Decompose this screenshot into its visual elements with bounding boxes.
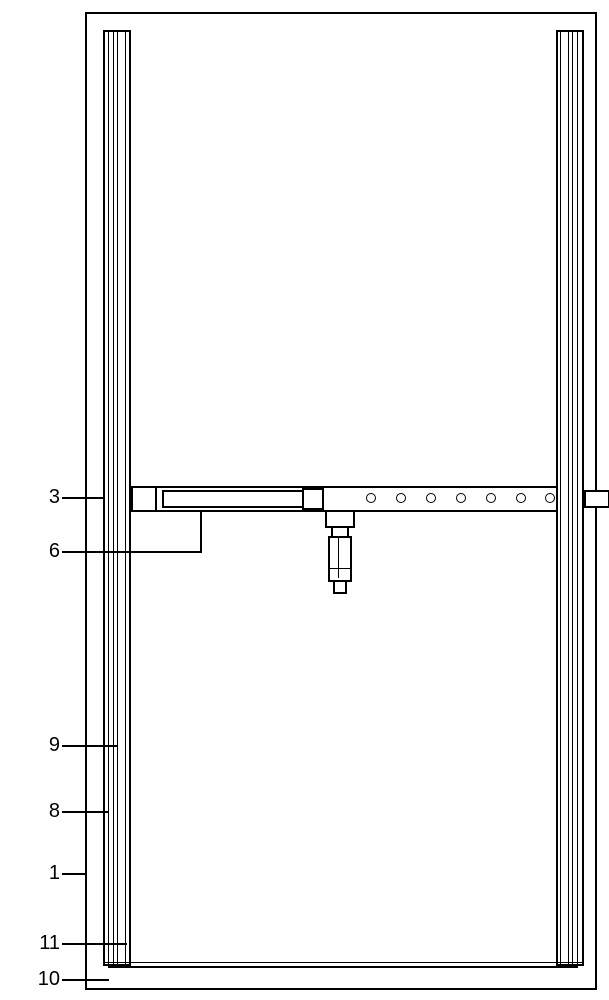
right-rail-line-4 [577, 30, 578, 966]
crossbar-hole [545, 493, 555, 503]
crossbar-hole [426, 493, 436, 503]
crossbar-left-block [131, 486, 157, 512]
callout-11-label: 11 [22, 932, 60, 955]
callout-text: 9 [49, 734, 60, 756]
callout-9-label: 9 [30, 734, 60, 757]
crossbar-inner-segment-end [302, 488, 324, 510]
callout-11-leader [62, 943, 127, 945]
callout-3-leader [62, 497, 104, 499]
left-rail-line-4 [125, 30, 126, 966]
left-rail-line-2 [113, 30, 114, 966]
hanger-body-hline [328, 568, 350, 569]
callout-text: 1 [49, 862, 60, 884]
right-rail-line-1 [560, 30, 561, 966]
crossbar-hole [486, 493, 496, 503]
crossbar-right-stub [584, 490, 609, 508]
bottom-connector-top [108, 966, 578, 968]
right-rail-line-3 [572, 30, 573, 966]
diagram-canvas: 3 6 9 8 1 11 10 [0, 0, 609, 1000]
callout-3-label: 3 [30, 486, 60, 509]
callout-1-leader [62, 873, 87, 875]
callout-text: 10 [38, 968, 60, 990]
hanger-tip [333, 580, 347, 594]
callout-6-label: 6 [30, 540, 60, 563]
crossbar-hole [516, 493, 526, 503]
callout-text: 6 [49, 540, 60, 562]
callout-6-leader-h [62, 551, 200, 553]
callout-text: 3 [49, 486, 60, 508]
callout-text: 11 [39, 932, 60, 954]
callout-8-leader [62, 811, 108, 813]
callout-10-label: 10 [22, 968, 60, 991]
callout-text: 8 [49, 800, 60, 822]
callout-10-leader [62, 979, 109, 981]
callout-8-label: 8 [30, 800, 60, 823]
crossbar-hole [366, 493, 376, 503]
crossbar-hole [456, 493, 466, 503]
callout-9-leader [62, 745, 117, 747]
bottom-connector-top2 [103, 962, 583, 963]
callout-6-leader-v [200, 510, 202, 553]
left-rail-line-1 [108, 30, 109, 966]
crossbar-hole [396, 493, 406, 503]
callout-1-label: 1 [30, 862, 60, 885]
hanger-body-line [338, 536, 339, 578]
right-rail-line-2 [568, 30, 569, 966]
left-rail-line-3 [117, 30, 118, 966]
hanger-body [328, 536, 352, 582]
crossbar-inner-segment [162, 490, 306, 508]
